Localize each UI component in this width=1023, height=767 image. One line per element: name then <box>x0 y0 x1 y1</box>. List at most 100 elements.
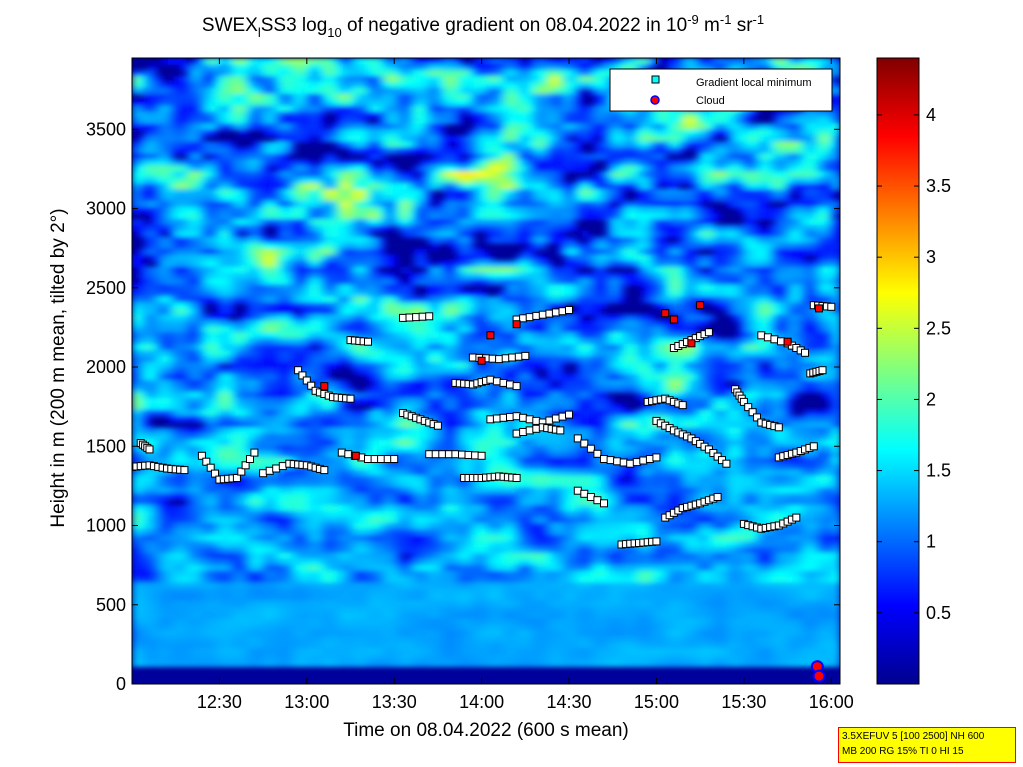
gradient-minimum-marker <box>532 311 541 320</box>
gradient-minimum-marker <box>556 426 565 435</box>
gradient-minimum-marker <box>486 375 495 384</box>
gradient-minimum-marker <box>678 401 687 410</box>
gradient-minimum-marker <box>272 464 281 473</box>
gradient-minimum-marker <box>425 450 434 459</box>
title-sup1: -9 <box>687 12 699 27</box>
title-sup2: -1 <box>720 12 732 27</box>
gradient-minimum-marker <box>405 313 414 322</box>
colorbar: 0.5 1 1.5 2 2.5 3 3.5 4 <box>876 57 951 685</box>
gradient-minimum-marker <box>565 306 573 314</box>
y-tick-label: 0 <box>116 674 126 694</box>
gradient-minimum-marker <box>704 328 713 337</box>
gradient-minimum-marker <box>757 331 766 340</box>
gradient-minimum-marker <box>486 415 495 424</box>
gradient-minimum-marker <box>525 313 534 322</box>
gradient-minimum-marker <box>532 424 541 433</box>
gradient-minimum-marker <box>652 453 661 462</box>
colorbar-tick-label: 3.5 <box>926 176 951 196</box>
gradient-minimum-marker <box>600 455 608 463</box>
x-tick-label: 15:00 <box>634 692 679 712</box>
gradient-minimum-marker <box>370 455 379 463</box>
title-mid2: of negative gradient on 08.04.2022 in 10 <box>342 15 687 36</box>
cloud-marker <box>815 304 823 313</box>
title-mid3: m <box>699 15 720 36</box>
gradient-minimum-marker <box>259 469 268 478</box>
gradient-minimum-marker <box>383 455 392 463</box>
y-tick-label: 2000 <box>86 357 126 377</box>
gradient-minimum-marker <box>558 412 567 421</box>
gradient-minimum-marker <box>593 496 602 505</box>
colorbar-tick-label: 0.5 <box>926 603 951 623</box>
x-tick-label: 13:30 <box>372 692 417 712</box>
title-sub1: l <box>258 25 261 40</box>
gradient-minimum-marker <box>739 397 748 406</box>
info-box: 3.5XEFUV 5 [100 2500] NH 600 MB 200 RG 1… <box>838 727 1016 763</box>
title-mid1: SS3 log <box>261 15 328 36</box>
gradient-minimum-marker <box>580 489 589 498</box>
gradient-minimum-marker <box>302 376 311 385</box>
legend-gradient-label: Gradient local minimum <box>696 77 812 89</box>
gradient-minimum-marker <box>278 462 287 471</box>
gradient-minimum-marker <box>320 466 329 475</box>
gradient-minimum-marker <box>753 413 761 422</box>
gradient-minimum-marker <box>774 423 783 432</box>
gradient-minimum-marker <box>390 455 399 463</box>
gradient-minimum-marker <box>652 537 661 546</box>
gradient-minimum-marker <box>744 403 753 412</box>
gradient-minimum-marker <box>458 450 466 459</box>
gradient-minimum-marker <box>506 380 514 389</box>
gradient-minimum-marker <box>399 313 407 322</box>
gradient-minimum-marker <box>519 314 528 323</box>
gradient-minimum-marker <box>337 448 346 457</box>
gradient-minimum-marker <box>265 466 274 475</box>
gradient-minimum-marker <box>573 486 582 495</box>
gradient-minimum-marker <box>250 448 259 457</box>
gradient-minimum-marker <box>451 450 460 459</box>
gradient-minimum-marker <box>545 309 554 318</box>
colorbar-ramp <box>876 57 920 685</box>
gradient-minimum-marker <box>468 353 477 362</box>
gradient-minimum-marker <box>722 459 731 468</box>
gradient-minimum-marker <box>145 445 154 454</box>
gradient-minimum-marker <box>532 416 541 425</box>
colorbar-tick-label: 4 <box>926 105 936 125</box>
y-tick-label: 2500 <box>86 278 126 298</box>
cloud-marker <box>320 382 329 391</box>
plot-area <box>132 58 840 684</box>
gradient-minimum-marker <box>763 333 772 342</box>
gradient-minimum-marker <box>237 467 246 476</box>
gradient-minimum-marker <box>495 355 504 364</box>
cloud-marker <box>486 331 495 340</box>
gradient-minimum-marker <box>580 439 589 448</box>
gradient-minimum-marker <box>586 444 595 453</box>
x-axis: 12:30 13:00 13:30 14:00 14:30 15:00 15:30 16:00 <box>197 58 854 712</box>
gradient-minimum-marker <box>307 381 316 390</box>
x-axis-label: Time on 08.04.2022 (600 s mean) <box>343 720 629 741</box>
gradient-minimum-marker <box>713 493 722 501</box>
info-line-1: 3.5XEFUV 5 [100 2500] NH 600 <box>842 731 985 742</box>
colorbar-ticks: 0.5 1 1.5 2 2.5 3 3.5 4 <box>877 105 951 623</box>
gradient-minimum-marker <box>197 451 206 460</box>
x-tick-label: 15:30 <box>721 692 766 712</box>
gradient-minimum-marker <box>471 451 480 460</box>
gradient-minimum-marker <box>645 455 654 463</box>
x-tick-label: 14:30 <box>547 692 592 712</box>
gradient-minimum-marker <box>600 499 608 508</box>
plot-frame <box>131 57 841 685</box>
chart-title: SWEXlSS3 log10 of negative gradient on 0… <box>202 12 764 40</box>
title-sub2: 10 <box>327 25 341 40</box>
colorbar-tick-label: 3 <box>926 247 936 267</box>
cloud-marker <box>512 320 521 329</box>
gradient-minimum-marker <box>551 308 560 317</box>
gradient-minimum-marker <box>512 429 521 438</box>
gradient-minimum-marker <box>492 377 501 386</box>
gradient-minimum-marker <box>525 415 534 424</box>
title-sup3: -1 <box>753 12 765 27</box>
title-mid4: sr <box>731 15 753 36</box>
gradient-minimum-markers <box>132 301 836 549</box>
gradient-minimum-marker <box>586 493 595 501</box>
cloud-marker <box>669 315 678 324</box>
gradient-minimum-marker <box>506 413 514 421</box>
cloud-marker <box>696 301 705 310</box>
